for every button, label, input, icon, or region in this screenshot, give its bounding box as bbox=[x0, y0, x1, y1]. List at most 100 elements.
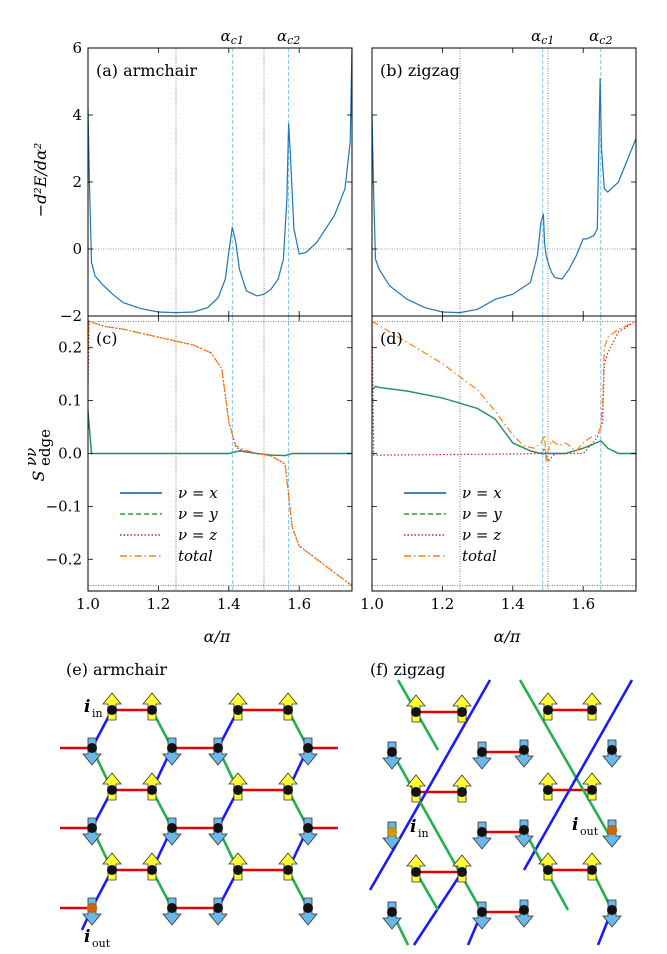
spin-up-arrow bbox=[278, 692, 298, 721]
svg-text:out: out bbox=[92, 937, 111, 950]
spin-up-arrow bbox=[406, 774, 426, 803]
svg-text:i: i bbox=[84, 697, 90, 717]
panel-c: 1.0 1.2 1.4 1.6−0.2−0.10.00.10.2 (c)ν = xν =… bbox=[46, 315, 353, 613]
panel-label: (a) armchair bbox=[96, 61, 197, 80]
series-line-x bbox=[372, 385, 636, 455]
ylabel-mid: S νν edge bbox=[22, 429, 54, 482]
bond bbox=[518, 679, 614, 841]
panel-a: αc1 αc2 −2 0 2 4 6 (a) armchair bbox=[60, 27, 353, 325]
y-tick-label: 0.1 bbox=[58, 392, 82, 410]
series-group bbox=[88, 320, 352, 587]
spin-down-arrow bbox=[162, 897, 182, 926]
axes-frame bbox=[371, 315, 637, 592]
spin-up-arrow bbox=[228, 852, 248, 881]
legend-label: ν = y bbox=[462, 505, 502, 523]
alpha-c-label: αc2 bbox=[277, 27, 300, 47]
spin-up-arrow bbox=[406, 854, 426, 883]
panel-d: 1.0 1.2 1.4 1.6 (d) ν = x ν = y ν = z total bbox=[360, 315, 637, 613]
spin-up-arrow bbox=[406, 694, 426, 723]
legend-label: ν = x bbox=[462, 484, 502, 502]
legend-label: total bbox=[178, 547, 213, 565]
spin-down-arrow bbox=[298, 817, 318, 846]
spin-down-arrow bbox=[382, 741, 402, 770]
spin-up-arrow bbox=[278, 772, 298, 801]
site-label-out-armchair: i out bbox=[84, 927, 111, 950]
spin-down-arrow bbox=[472, 901, 492, 930]
spin-down-arrow bbox=[208, 817, 228, 846]
legend-label: total bbox=[462, 547, 497, 565]
spin-up-arrow bbox=[452, 854, 472, 883]
legend: ν = x ν = y ν = z total bbox=[404, 484, 502, 565]
svg-text:out: out bbox=[580, 825, 599, 838]
x-tick-label: 1.4 bbox=[501, 595, 525, 613]
zigzag-lattice bbox=[368, 679, 634, 946]
spin-up-arrow bbox=[538, 772, 558, 801]
spin-up-arrow bbox=[538, 852, 558, 881]
spin-up-arrow bbox=[452, 774, 472, 803]
site-marker bbox=[607, 825, 617, 835]
svg-text:edge: edge bbox=[36, 429, 54, 466]
spin-up-arrow bbox=[142, 772, 162, 801]
ylabel-top: −d²E/dα² bbox=[31, 143, 50, 218]
alpha-c-label: αc2 bbox=[589, 27, 612, 47]
spin-up-arrow bbox=[228, 692, 248, 721]
spin-up-arrow bbox=[142, 852, 162, 881]
series-group bbox=[372, 78, 636, 314]
spin-down-arrow bbox=[162, 737, 182, 766]
series-group bbox=[88, 48, 352, 314]
spin-down-arrow bbox=[162, 817, 182, 846]
spin-down-arrow bbox=[472, 821, 492, 850]
y-tick-label: −2 bbox=[60, 307, 82, 325]
plot-area: αc1 αc2 −2 0 2 4 6 (a) armchair αc1 αc2 (b) zigzag… bbox=[46, 27, 637, 613]
spin-down-arrow bbox=[514, 899, 534, 928]
svg-text:i: i bbox=[84, 927, 90, 947]
panel-label: (d) bbox=[380, 329, 403, 348]
spin-down-arrow bbox=[602, 739, 622, 768]
spin-down-arrow bbox=[602, 899, 622, 928]
x-tick-label: 1.0 bbox=[360, 595, 384, 613]
x-tick-label: 1.2 bbox=[146, 595, 170, 613]
panel-b: αc1 αc2 (b) zigzag bbox=[371, 27, 637, 317]
series-line-main bbox=[88, 48, 352, 314]
y-tick-label: 4 bbox=[72, 106, 82, 124]
y-tick-label: 6 bbox=[72, 39, 82, 57]
y-tick-label: −0.1 bbox=[46, 497, 82, 515]
series-line-total bbox=[88, 320, 352, 587]
site-marker bbox=[387, 827, 397, 837]
spin-up-arrow bbox=[102, 692, 122, 721]
svg-text:in: in bbox=[418, 827, 429, 840]
panel-label: (c) bbox=[96, 329, 117, 348]
spin-up-arrow bbox=[582, 772, 602, 801]
axes-frame bbox=[87, 47, 353, 317]
x-tick-label: 1.6 bbox=[287, 595, 311, 613]
series-line-y bbox=[372, 385, 636, 455]
site-marker bbox=[87, 903, 97, 913]
xlabel-right: α/π bbox=[494, 627, 521, 646]
bond bbox=[390, 679, 492, 853]
series-line-total bbox=[372, 320, 636, 462]
spin-down-arrow bbox=[514, 819, 534, 848]
spin-down-arrow bbox=[382, 901, 402, 930]
spin-down-arrow bbox=[208, 897, 228, 926]
spin-down-arrow bbox=[298, 737, 318, 766]
armchair-lattice bbox=[60, 692, 338, 931]
alpha-c-label: αc1 bbox=[221, 27, 244, 47]
legend: ν = x ν = y ν = z total bbox=[120, 484, 218, 565]
bond bbox=[368, 851, 394, 891]
spin-up-arrow bbox=[228, 772, 248, 801]
svg-text:νν: νν bbox=[22, 448, 40, 466]
spin-up-arrow bbox=[452, 694, 472, 723]
xlabel-left: α/π bbox=[204, 627, 231, 646]
spin-up-arrow bbox=[278, 852, 298, 881]
series-line-x bbox=[88, 411, 352, 457]
panel-label: (b) zigzag bbox=[380, 61, 460, 80]
spin-up-arrow bbox=[142, 692, 162, 721]
lattice-title-armchair: (e) armchair bbox=[66, 660, 167, 679]
x-tick-label: 1.2 bbox=[430, 595, 454, 613]
svg-text:i: i bbox=[572, 815, 578, 835]
lattice-title-zigzag: (f) zigzag bbox=[370, 660, 446, 679]
spin-up-arrow bbox=[102, 852, 122, 881]
svg-text:i: i bbox=[410, 817, 416, 837]
site-label-in-zigzag: i in bbox=[410, 817, 429, 840]
